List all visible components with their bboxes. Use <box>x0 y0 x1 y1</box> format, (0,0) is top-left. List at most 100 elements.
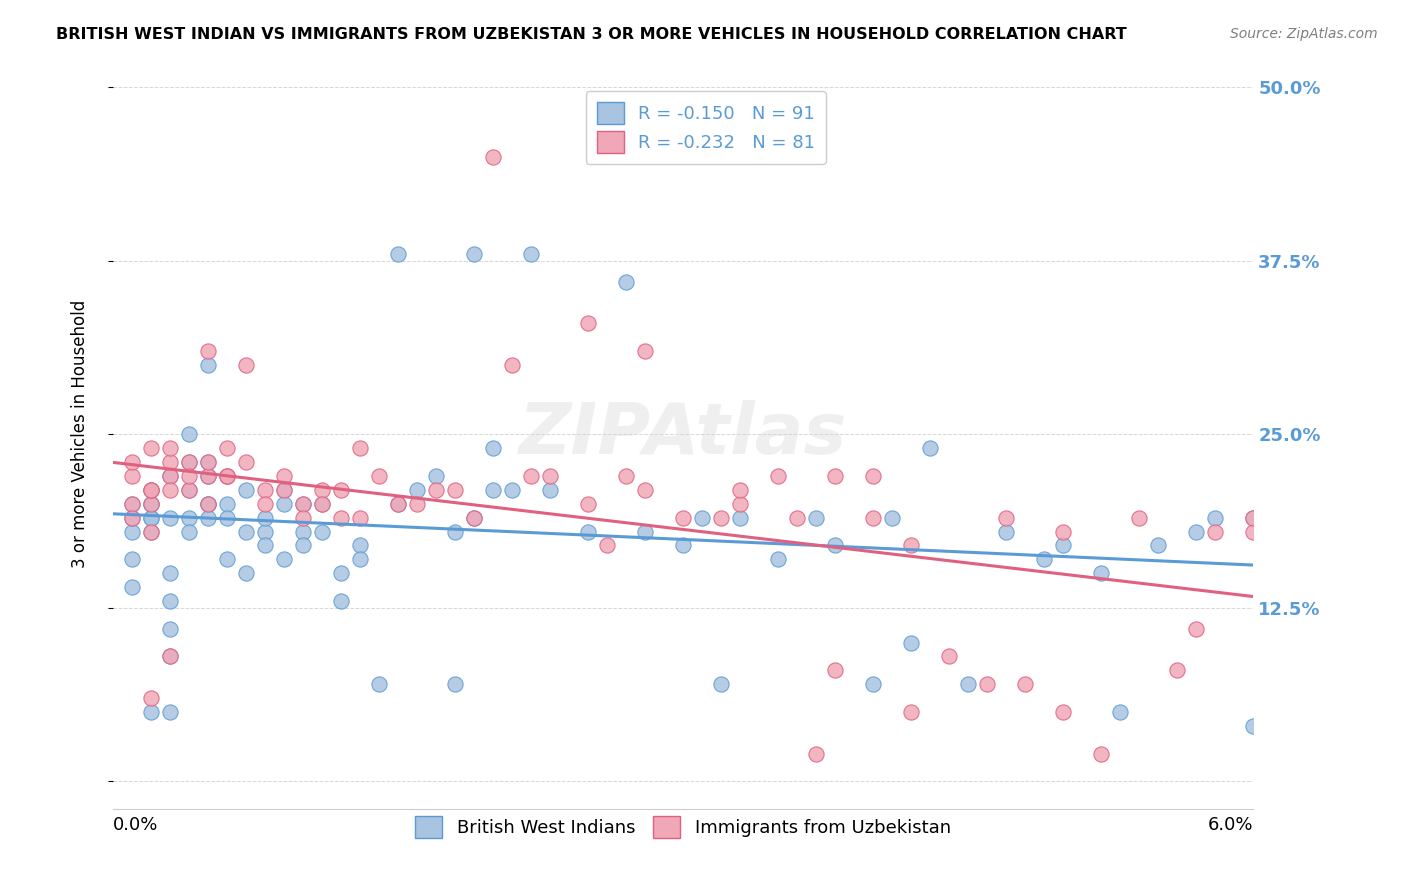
Point <box>1241 510 1264 524</box>
Point <box>425 483 447 497</box>
Point <box>177 455 200 469</box>
Point <box>159 510 181 524</box>
Point <box>614 275 637 289</box>
Point <box>197 358 219 372</box>
Point <box>387 497 409 511</box>
Point <box>139 483 162 497</box>
Point <box>139 524 162 539</box>
Point <box>273 497 295 511</box>
Point <box>121 497 143 511</box>
Point <box>121 580 143 594</box>
Point <box>253 538 276 552</box>
Point <box>482 483 505 497</box>
Point <box>804 510 827 524</box>
Point <box>463 247 485 261</box>
Point <box>253 524 276 539</box>
Point <box>177 469 200 483</box>
Point <box>520 247 543 261</box>
Point <box>824 663 846 677</box>
Point <box>786 510 808 524</box>
Point <box>576 524 599 539</box>
Point <box>501 483 523 497</box>
Point <box>121 510 143 524</box>
Point <box>273 483 295 497</box>
Point <box>406 497 429 511</box>
Point <box>576 316 599 330</box>
Point <box>159 469 181 483</box>
Point <box>444 677 467 691</box>
Point <box>121 497 143 511</box>
Text: BRITISH WEST INDIAN VS IMMIGRANTS FROM UZBEKISTAN 3 OR MORE VEHICLES IN HOUSEHOL: BRITISH WEST INDIAN VS IMMIGRANTS FROM U… <box>56 27 1128 42</box>
Text: 6.0%: 6.0% <box>1208 816 1253 834</box>
Point <box>1090 747 1112 761</box>
Point <box>672 538 695 552</box>
Point <box>291 497 314 511</box>
Point <box>538 483 561 497</box>
Point <box>634 483 657 497</box>
Point <box>1014 677 1036 691</box>
Point <box>349 552 371 566</box>
Point <box>273 469 295 483</box>
Point <box>766 552 789 566</box>
Point <box>349 538 371 552</box>
Point <box>634 524 657 539</box>
Point <box>976 677 998 691</box>
Point <box>444 524 467 539</box>
Point <box>329 483 352 497</box>
Point <box>463 510 485 524</box>
Point <box>139 497 162 511</box>
Point <box>197 497 219 511</box>
Point <box>995 510 1018 524</box>
Point <box>882 510 904 524</box>
Point <box>1204 524 1226 539</box>
Point <box>139 705 162 719</box>
Point <box>253 483 276 497</box>
Point <box>672 510 695 524</box>
Y-axis label: 3 or more Vehicles in Household: 3 or more Vehicles in Household <box>72 301 89 568</box>
Point <box>159 566 181 581</box>
Point <box>215 510 238 524</box>
Point <box>387 497 409 511</box>
Point <box>368 677 391 691</box>
Point <box>1241 510 1264 524</box>
Point <box>177 483 200 497</box>
Point <box>1185 524 1208 539</box>
Point <box>1052 538 1074 552</box>
Point <box>197 497 219 511</box>
Point <box>1241 719 1264 733</box>
Point <box>139 524 162 539</box>
Point <box>710 510 733 524</box>
Point <box>215 469 238 483</box>
Point <box>159 483 181 497</box>
Point <box>121 510 143 524</box>
Point <box>291 538 314 552</box>
Point <box>329 510 352 524</box>
Point <box>824 538 846 552</box>
Point <box>253 510 276 524</box>
Point <box>139 510 162 524</box>
Point <box>215 469 238 483</box>
Point <box>215 469 238 483</box>
Point <box>728 483 751 497</box>
Point <box>368 469 391 483</box>
Point <box>311 524 333 539</box>
Point <box>329 566 352 581</box>
Point <box>995 524 1018 539</box>
Point <box>1185 622 1208 636</box>
Point <box>862 469 884 483</box>
Legend: British West Indians, Immigrants from Uzbekistan: British West Indians, Immigrants from Uz… <box>408 809 957 845</box>
Point <box>1166 663 1188 677</box>
Point <box>121 469 143 483</box>
Point <box>311 497 333 511</box>
Point <box>728 497 751 511</box>
Point <box>215 497 238 511</box>
Point <box>139 497 162 511</box>
Point <box>139 483 162 497</box>
Point <box>273 483 295 497</box>
Point <box>614 469 637 483</box>
Point <box>1241 524 1264 539</box>
Point <box>900 705 922 719</box>
Point <box>482 442 505 456</box>
Point <box>235 524 257 539</box>
Point <box>197 455 219 469</box>
